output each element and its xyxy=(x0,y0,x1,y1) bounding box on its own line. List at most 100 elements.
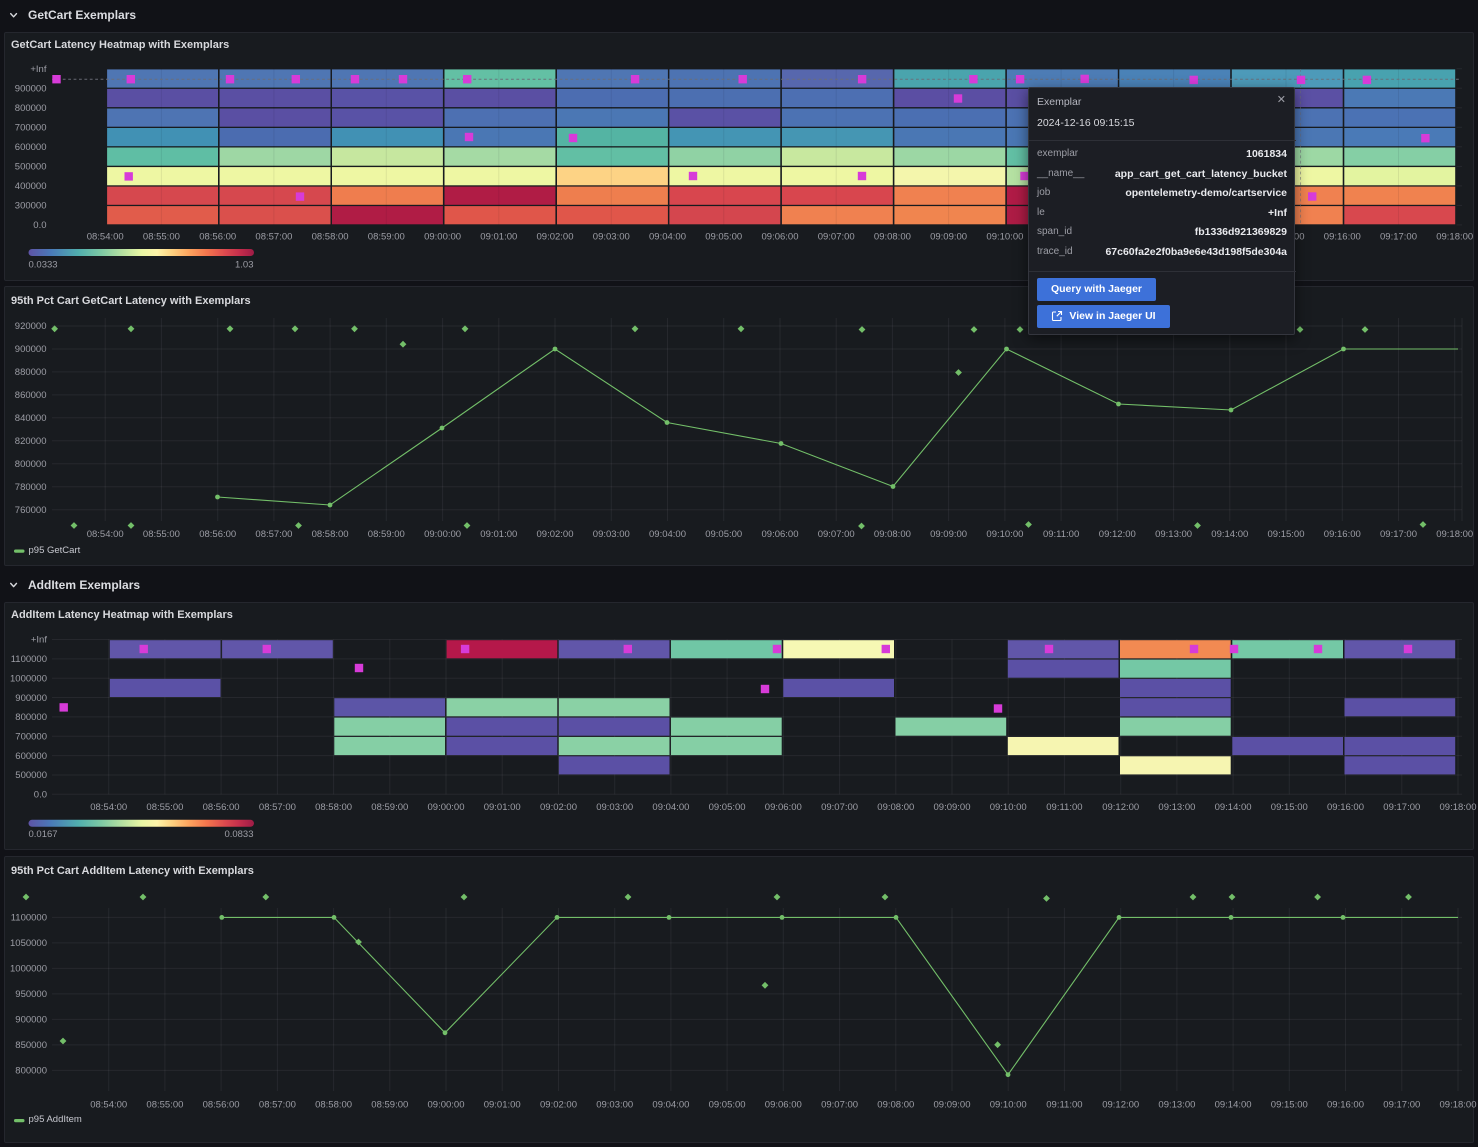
svg-text:700000: 700000 xyxy=(15,732,47,743)
svg-text:09:00:00: 09:00:00 xyxy=(428,1099,465,1110)
svg-text:09:12:00: 09:12:00 xyxy=(1102,802,1139,813)
svg-text:500000: 500000 xyxy=(15,162,47,173)
svg-text:09:08:00: 09:08:00 xyxy=(874,232,911,243)
svg-text:09:04:00: 09:04:00 xyxy=(652,1099,689,1110)
svg-text:08:58:00: 08:58:00 xyxy=(312,232,349,243)
svg-text:900000: 900000 xyxy=(15,693,47,704)
svg-text:0.0333: 0.0333 xyxy=(29,260,58,271)
svg-text:08:56:00: 08:56:00 xyxy=(203,1099,240,1110)
svg-text:800000: 800000 xyxy=(15,459,47,470)
svg-text:800000: 800000 xyxy=(15,1066,47,1077)
svg-text:09:02:00: 09:02:00 xyxy=(537,232,574,243)
svg-text:08:57:00: 08:57:00 xyxy=(259,802,296,813)
svg-text:1050000: 1050000 xyxy=(10,938,47,949)
svg-text:09:14:00: 09:14:00 xyxy=(1215,1099,1252,1110)
svg-text:800000: 800000 xyxy=(15,712,47,723)
svg-text:09:02:00: 09:02:00 xyxy=(537,529,574,540)
svg-text:09:13:00: 09:13:00 xyxy=(1155,529,1192,540)
svg-text:09:00:00: 09:00:00 xyxy=(424,232,461,243)
svg-text:0.0167: 0.0167 xyxy=(29,829,58,840)
svg-text:09:11:00: 09:11:00 xyxy=(1046,1099,1082,1110)
svg-text:09:09:00: 09:09:00 xyxy=(934,802,971,813)
svg-text:09:06:00: 09:06:00 xyxy=(762,529,799,540)
svg-text:09:09:00: 09:09:00 xyxy=(930,529,967,540)
svg-text:0.0833: 0.0833 xyxy=(224,829,253,840)
svg-text:900000: 900000 xyxy=(15,344,47,355)
svg-text:09:01:00: 09:01:00 xyxy=(480,529,517,540)
svg-text:1000000: 1000000 xyxy=(10,673,47,684)
svg-text:09:16:00: 09:16:00 xyxy=(1324,232,1361,243)
svg-text:09:04:00: 09:04:00 xyxy=(652,802,689,813)
svg-text:840000: 840000 xyxy=(15,413,47,424)
svg-text:+Inf: +Inf xyxy=(30,64,46,75)
svg-text:08:59:00: 08:59:00 xyxy=(371,1099,408,1110)
svg-text:09:06:00: 09:06:00 xyxy=(765,1099,802,1110)
svg-text:08:55:00: 08:55:00 xyxy=(143,232,180,243)
svg-text:08:54:00: 08:54:00 xyxy=(90,802,127,813)
svg-text:09:07:00: 09:07:00 xyxy=(818,529,855,540)
svg-text:09:09:00: 09:09:00 xyxy=(934,1099,971,1110)
svg-text:820000: 820000 xyxy=(15,436,47,447)
svg-text:09:18:00: 09:18:00 xyxy=(1440,802,1477,813)
svg-text:09:16:00: 09:16:00 xyxy=(1327,1099,1364,1110)
svg-text:09:09:00: 09:09:00 xyxy=(930,232,967,243)
svg-text:850000: 850000 xyxy=(15,1040,47,1051)
svg-text:09:18:00: 09:18:00 xyxy=(1436,232,1473,243)
svg-text:09:06:00: 09:06:00 xyxy=(765,802,802,813)
svg-text:780000: 780000 xyxy=(15,482,47,493)
svg-text:760000: 760000 xyxy=(15,505,47,516)
svg-text:0.0: 0.0 xyxy=(33,220,46,231)
svg-text:08:54:00: 08:54:00 xyxy=(87,529,124,540)
svg-text:09:03:00: 09:03:00 xyxy=(596,1099,633,1110)
svg-text:09:10:00: 09:10:00 xyxy=(990,802,1027,813)
svg-text:08:59:00: 08:59:00 xyxy=(371,802,408,813)
svg-text:950000: 950000 xyxy=(15,989,47,1000)
svg-text:920000: 920000 xyxy=(15,321,47,332)
svg-text:09:00:00: 09:00:00 xyxy=(424,529,461,540)
svg-text:09:03:00: 09:03:00 xyxy=(593,232,630,243)
svg-text:09:17:00: 09:17:00 xyxy=(1383,1099,1420,1110)
svg-text:+Inf: +Inf xyxy=(31,635,47,646)
svg-text:0.0: 0.0 xyxy=(34,790,47,801)
svg-text:09:10:00: 09:10:00 xyxy=(986,529,1023,540)
svg-text:09:05:00: 09:05:00 xyxy=(705,529,742,540)
svg-text:09:15:00: 09:15:00 xyxy=(1271,802,1308,813)
svg-text:08:57:00: 08:57:00 xyxy=(255,232,292,243)
svg-text:1100000: 1100000 xyxy=(11,654,47,665)
svg-text:09:02:00: 09:02:00 xyxy=(540,1099,577,1110)
svg-text:08:55:00: 08:55:00 xyxy=(146,802,183,813)
svg-text:09:14:00: 09:14:00 xyxy=(1215,802,1252,813)
svg-text:08:56:00: 08:56:00 xyxy=(199,529,236,540)
svg-text:08:55:00: 08:55:00 xyxy=(146,1099,183,1110)
svg-text:09:12:00: 09:12:00 xyxy=(1099,529,1136,540)
svg-text:800000: 800000 xyxy=(15,103,47,114)
svg-text:1000000: 1000000 xyxy=(10,964,47,975)
svg-text:900000: 900000 xyxy=(15,1015,47,1026)
svg-text:09:07:00: 09:07:00 xyxy=(818,232,855,243)
svg-text:09:17:00: 09:17:00 xyxy=(1383,802,1420,813)
svg-text:08:55:00: 08:55:00 xyxy=(143,529,180,540)
svg-text:09:01:00: 09:01:00 xyxy=(480,232,517,243)
svg-text:400000: 400000 xyxy=(15,181,47,192)
svg-text:1.03: 1.03 xyxy=(235,260,254,271)
svg-text:09:04:00: 09:04:00 xyxy=(649,529,686,540)
svg-text:09:04:00: 09:04:00 xyxy=(649,232,686,243)
svg-text:09:08:00: 09:08:00 xyxy=(877,802,914,813)
svg-text:09:00:00: 09:00:00 xyxy=(428,802,465,813)
svg-text:08:59:00: 08:59:00 xyxy=(368,232,405,243)
svg-text:09:05:00: 09:05:00 xyxy=(709,1099,746,1110)
svg-text:09:03:00: 09:03:00 xyxy=(593,529,630,540)
svg-text:09:16:00: 09:16:00 xyxy=(1327,802,1364,813)
svg-text:09:17:00: 09:17:00 xyxy=(1380,529,1417,540)
svg-text:600000: 600000 xyxy=(15,751,47,762)
svg-text:09:11:00: 09:11:00 xyxy=(1046,802,1082,813)
svg-text:09:01:00: 09:01:00 xyxy=(484,1099,521,1110)
svg-text:09:10:00: 09:10:00 xyxy=(990,1099,1027,1110)
svg-text:09:18:00: 09:18:00 xyxy=(1436,529,1473,540)
svg-text:08:57:00: 08:57:00 xyxy=(255,529,292,540)
svg-text:09:08:00: 09:08:00 xyxy=(874,529,911,540)
svg-text:09:05:00: 09:05:00 xyxy=(705,232,742,243)
svg-text:09:13:00: 09:13:00 xyxy=(1158,1099,1195,1110)
svg-text:09:02:00: 09:02:00 xyxy=(540,802,577,813)
svg-text:08:56:00: 08:56:00 xyxy=(203,802,240,813)
